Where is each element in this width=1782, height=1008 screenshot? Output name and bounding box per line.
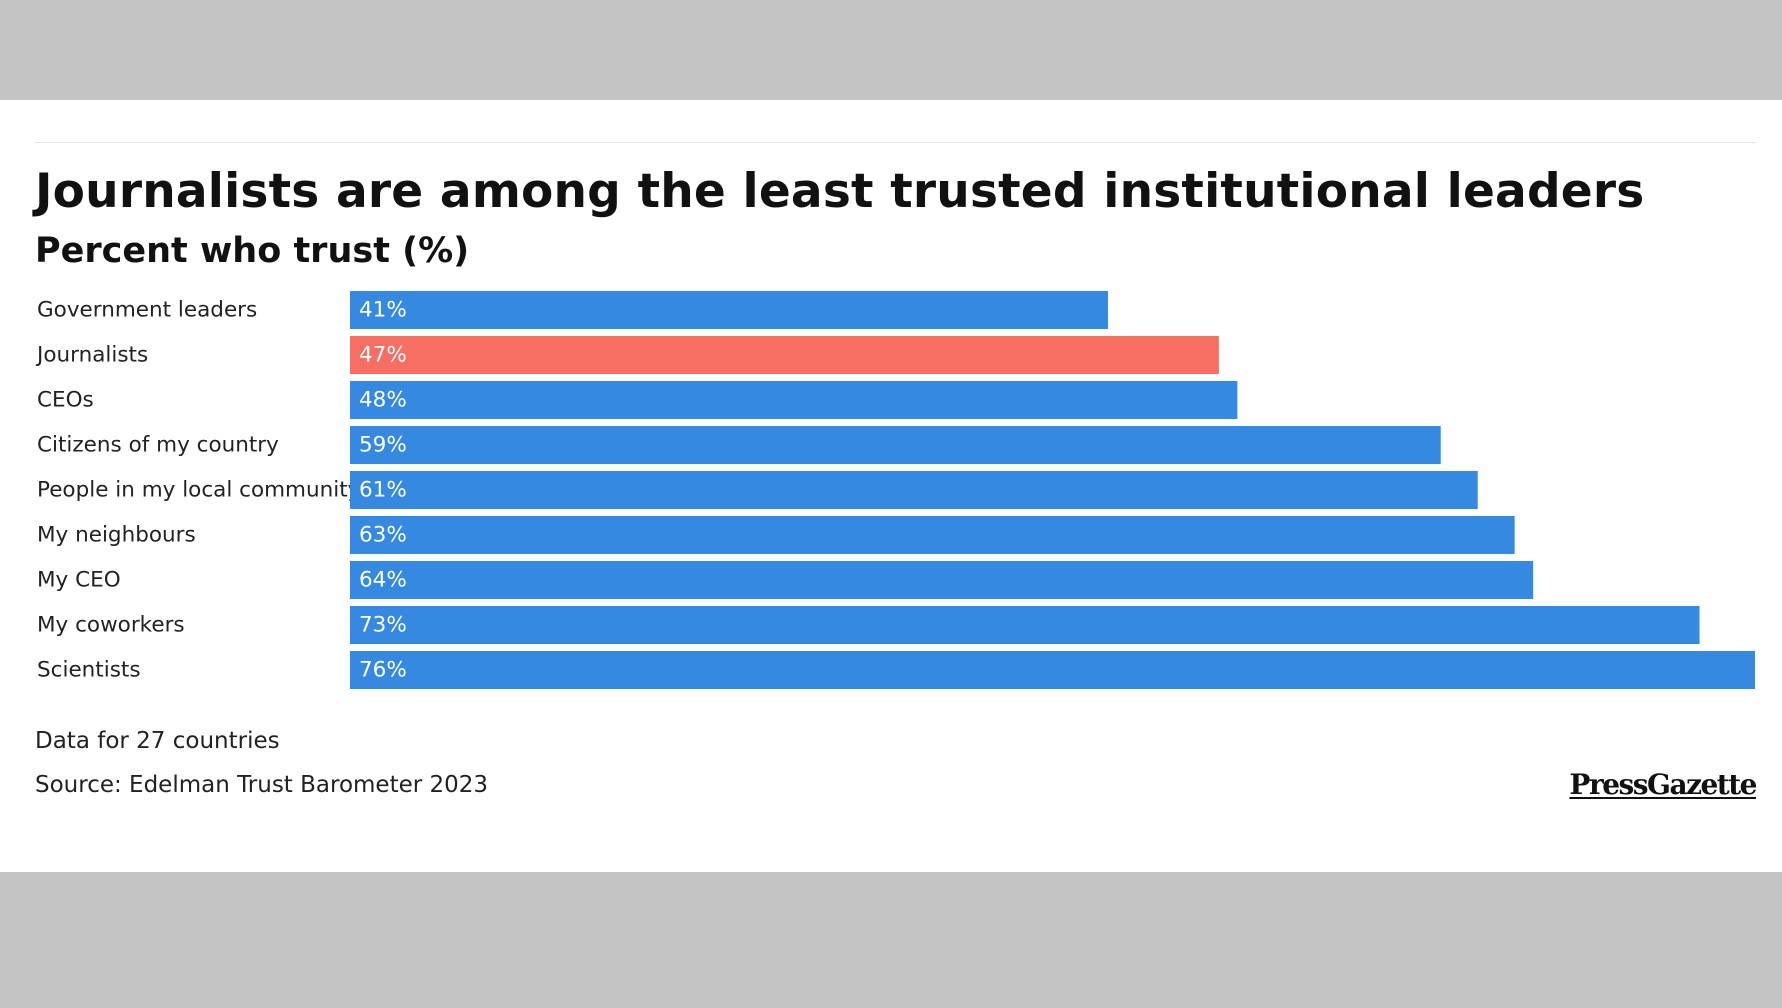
bar[interactable] — [350, 516, 1515, 554]
category-label: CEOs — [37, 388, 94, 413]
value-label: 59% — [359, 433, 407, 458]
value-label: 64% — [359, 568, 407, 593]
value-label: 48% — [359, 388, 407, 413]
source-note: Source: Edelman Trust Barometer 2023 — [35, 772, 489, 798]
chart-subtitle: Percent who trust (%) — [35, 231, 470, 271]
category-label: My neighbours — [37, 523, 196, 548]
bar[interactable] — [350, 471, 1478, 509]
value-label: 76% — [359, 658, 407, 683]
bar-chart: Government leaders 41% Journalists 47% CEOs 4… — [35, 291, 1755, 689]
value-label: 47% — [359, 343, 407, 368]
bar[interactable] — [350, 651, 1755, 689]
bar[interactable] — [350, 606, 1700, 644]
chart-title: Journalists are among the least trusted … — [35, 164, 1645, 219]
bar[interactable] — [350, 381, 1238, 419]
category-label: Government leaders — [37, 298, 257, 323]
bar[interactable] — [350, 426, 1441, 464]
data-note: Data for 27 countries — [35, 728, 280, 754]
category-label: My CEO — [37, 568, 121, 593]
value-label: 63% — [359, 523, 407, 548]
pressgazette-logo[interactable]: PressGazette — [1569, 768, 1757, 801]
category-label: Citizens of my country — [37, 433, 279, 458]
value-label: 41% — [359, 298, 407, 323]
category-label: My coworkers — [37, 613, 185, 638]
value-label: 73% — [359, 613, 407, 638]
category-label: Scientists — [37, 658, 141, 683]
value-label: 61% — [359, 478, 407, 503]
top-divider — [35, 142, 1756, 143]
category-label: Journalists — [35, 343, 148, 368]
bar[interactable] — [350, 561, 1534, 599]
bar[interactable] — [350, 291, 1108, 329]
category-label: People in my local community — [37, 478, 361, 503]
chart-card: Journalists are among the least trusted … — [0, 100, 1782, 872]
bar[interactable] — [350, 336, 1219, 374]
